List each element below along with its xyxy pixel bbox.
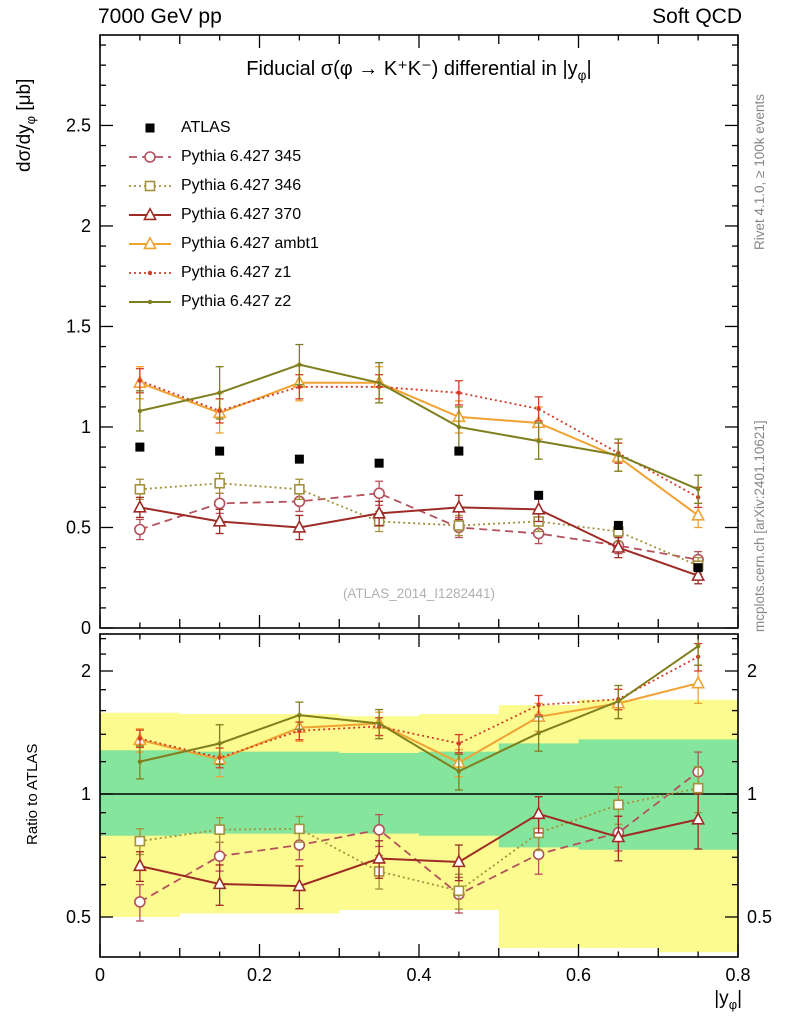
y-axis-label-text: dσ/dy xyxy=(14,124,35,172)
plot-title-close: | xyxy=(586,58,592,80)
legend-item-series-2: Pythia 6.427 370 xyxy=(127,200,319,229)
tick-label: 2 xyxy=(81,661,91,681)
tick-labels: 0 0.5 1 1.5 2 2.5 0.5 0.5 1 1 2 2 0 0.2 0.4 0.6 0.8 xyxy=(66,115,772,985)
x-axis-label-text: |y xyxy=(714,988,729,1009)
y-axis-label: dσ/dyφ [μb] xyxy=(14,79,38,172)
tick-label: 0.8 xyxy=(725,965,750,985)
legend-label: Pythia 6.427 z1 xyxy=(181,263,292,281)
series-ratio-2 xyxy=(132,793,706,910)
tick-label: 2 xyxy=(81,216,91,236)
analysis-id-watermark: (ATLAS_2014_I1282441) xyxy=(342,586,496,601)
plot-title-text: Fiducial σ(φ → K⁺K⁻) differential in |y xyxy=(246,58,578,80)
tick-label: 1.5 xyxy=(66,316,91,336)
legend-marker-icon xyxy=(129,150,171,163)
legend-label: Pythia 6.427 370 xyxy=(181,205,302,223)
tick-label: 0.5 xyxy=(66,517,91,537)
legend-marker-icon xyxy=(129,180,171,191)
legend-label: Pythia 6.427 346 xyxy=(181,176,302,194)
ratio-uncertainty-bands xyxy=(100,699,738,953)
tick-label: 1 xyxy=(81,784,91,804)
x-axis-label-close: | xyxy=(737,988,742,1009)
legend-item-series-1: Pythia 6.427 346 xyxy=(127,171,319,200)
tick-label: 0 xyxy=(95,965,105,985)
legend-label: Pythia 6.427 ambt1 xyxy=(181,234,319,252)
legend-label: Pythia 6.427 345 xyxy=(181,147,302,165)
tick-label: 0.2 xyxy=(247,965,272,985)
tick-label: 0.5 xyxy=(66,907,91,927)
x-axis-label-subscript: φ xyxy=(728,996,738,1012)
plot-title: Fiducial σ(φ → K⁺K⁻) differential in |yφ… xyxy=(100,56,738,83)
legend-item-series-5: Pythia 6.427 z2 xyxy=(127,287,319,316)
tick-label: 0.4 xyxy=(406,965,431,985)
series-top-atlas xyxy=(135,442,703,573)
legend-marker-icon xyxy=(129,299,171,304)
tick-label: 1 xyxy=(81,417,91,437)
header-beam-energy: 7000 GeV pp xyxy=(98,5,222,28)
legend-marker-icon xyxy=(129,206,171,220)
legend-item-atlas: ATLAS xyxy=(127,113,319,142)
legend-item-series-4: Pythia 6.427 z1 xyxy=(127,258,319,287)
legend-item-series-3: Pythia 6.427 ambt1 xyxy=(127,229,319,258)
mcplots-arxiv-note: mcplots.cern.ch [arXiv:2401.10621] xyxy=(752,420,767,632)
header-process-group: Soft QCD xyxy=(652,5,742,28)
tick-label: 0 xyxy=(81,618,91,638)
y-axis-label-subscript: φ xyxy=(22,115,38,125)
series-top-2 xyxy=(132,494,706,585)
legend: ATLAS Pythia 6.427 345 Pythia 6.427 346 Pyt… xyxy=(127,113,319,316)
series-top-5 xyxy=(135,343,703,505)
tick-label: 2 xyxy=(747,661,757,681)
legend-marker-icon xyxy=(145,123,155,132)
tick-label: 1 xyxy=(747,784,757,804)
x-axis-label: |yφ| xyxy=(714,988,742,1012)
ratio-axis-label: Ratio to ATLAS xyxy=(24,743,41,845)
tick-label: 0.6 xyxy=(566,965,591,985)
legend-marker-icon xyxy=(129,270,171,275)
legend-marker-icon xyxy=(129,235,171,249)
rivet-version-note: Rivet 4.1.0, ≥ 100k events xyxy=(752,94,767,250)
tick-label: 0.5 xyxy=(747,907,772,927)
legend-label: ATLAS xyxy=(181,118,231,136)
plot-title-subscript: φ xyxy=(577,68,587,83)
tick-label: 2.5 xyxy=(66,115,91,135)
axis-ticks xyxy=(99,35,739,957)
legend-item-series-0: Pythia 6.427 345 xyxy=(127,142,319,171)
legend-label: Pythia 6.427 z2 xyxy=(181,292,292,310)
y-axis-label-unit: [μb] xyxy=(14,78,35,116)
